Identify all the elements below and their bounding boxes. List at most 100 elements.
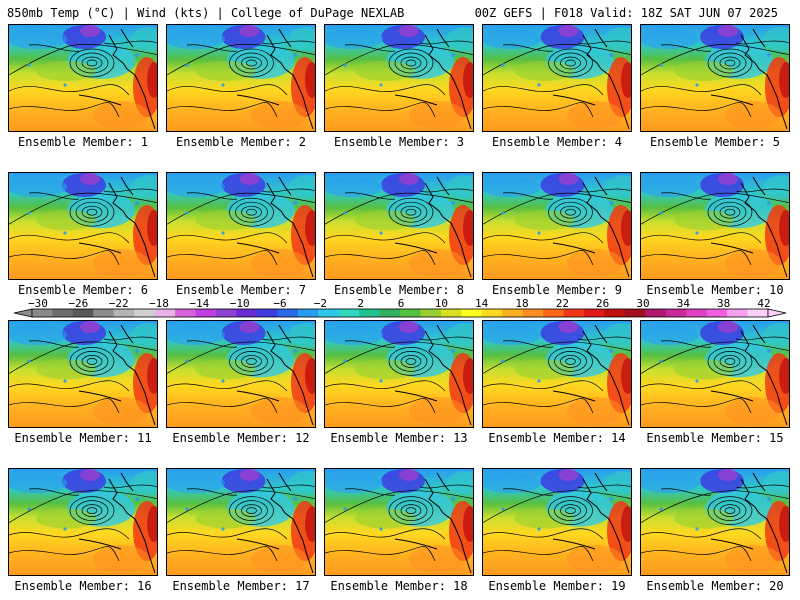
colorbar-swatch — [706, 309, 728, 317]
ensemble-member-label: Ensemble Member: 12 — [172, 431, 310, 445]
colorbar-tick-label: −30 — [28, 297, 48, 310]
colorbar-tick-label: −2 — [313, 297, 327, 310]
ensemble-member-label: Ensemble Member: 7 — [175, 283, 307, 297]
colorbar-swatch — [379, 309, 401, 317]
colorbar-tick-label: −6 — [273, 297, 287, 310]
ensemble-map-panel — [166, 24, 316, 132]
colorbar-swatch — [134, 309, 155, 317]
ensemble-member-label: Ensemble Member: 15 — [646, 431, 784, 445]
colorbar-swatch — [461, 309, 483, 317]
ensemble-map-panel — [640, 172, 790, 280]
temperature-wind-map — [325, 321, 473, 427]
colorbar-swatch — [318, 309, 339, 317]
temperature-wind-map — [9, 25, 157, 131]
colorbar-swatch — [175, 309, 196, 317]
colorbar-swatch — [256, 309, 278, 317]
ensemble-map-panel — [324, 172, 474, 280]
colorbar-tick-label: 26 — [596, 297, 610, 310]
colorbar-tick-label: 38 — [717, 297, 731, 310]
colorbar-swatch — [665, 309, 687, 317]
colorbar-swatch — [72, 309, 94, 317]
colorbar-swatch — [522, 309, 544, 317]
colorbar-tick-label: 18 — [515, 297, 529, 310]
colorbar-swatch — [604, 309, 626, 317]
colorbar-tick-label: 30 — [636, 297, 650, 310]
colorbar-tick-label: 10 — [434, 297, 448, 310]
colorbar-swatch — [543, 309, 564, 317]
colorbar-swatch — [277, 309, 299, 317]
temperature-wind-map — [9, 321, 157, 427]
ensemble-map-panel — [166, 468, 316, 576]
colorbar-tick-label: 2 — [357, 297, 364, 310]
temperature-wind-map — [167, 25, 315, 131]
temperature-wind-map — [167, 173, 315, 279]
colorbar-tick-label: −26 — [68, 297, 89, 310]
colorbar-swatch — [747, 309, 769, 317]
colorbar-swatch — [113, 309, 135, 317]
ensemble-map-panel — [8, 320, 158, 428]
ensemble-map-panel — [640, 24, 790, 132]
temperature-wind-map — [641, 173, 789, 279]
temperature-wind-map — [9, 173, 157, 279]
colorbar-swatch — [400, 309, 421, 317]
ensemble-member-label: Ensemble Member: 18 — [330, 579, 468, 593]
colorbar-low-arrow — [13, 308, 33, 318]
temperature-wind-map — [641, 469, 789, 575]
ensemble-map-panel — [482, 320, 632, 428]
ensemble-member-label: Ensemble Member: 13 — [330, 431, 468, 445]
ensemble-member-label: Ensemble Member: 10 — [646, 283, 784, 297]
colorbar-swatch — [420, 309, 442, 317]
temperature-wind-map — [167, 469, 315, 575]
colorbar-swatch — [216, 309, 237, 317]
colorbar-swatch — [154, 309, 176, 317]
colorbar-swatch — [624, 309, 646, 317]
ensemble-member-label: Ensemble Member: 11 — [14, 431, 152, 445]
temperature-wind-map — [483, 173, 631, 279]
colorbar-swatch — [236, 309, 258, 317]
temperature-wind-map — [641, 25, 789, 131]
map-title: 850mb Temp (°C) | Wind (kts) | College o… — [7, 6, 405, 20]
colorbar-swatch — [727, 309, 748, 317]
ensemble-map-panel — [324, 468, 474, 576]
ensemble-member-label: Ensemble Member: 19 — [488, 579, 626, 593]
ensemble-map-panel — [640, 468, 790, 576]
run-valid-time: 00Z GEFS | F018 Valid: 18Z SAT JUN 07 20… — [474, 6, 778, 20]
ensemble-member-label: Ensemble Member: 16 — [14, 579, 152, 593]
colorbar-tick-label: −22 — [108, 297, 129, 310]
colorbar-tick-label: 6 — [397, 297, 405, 310]
colorbar-swatch — [52, 309, 74, 317]
colorbar-swatch — [195, 309, 217, 317]
temperature-wind-map — [483, 25, 631, 131]
ensemble-map-panel — [482, 468, 632, 576]
colorbar-swatch — [297, 309, 319, 317]
ensemble-member-label: Ensemble Member: 5 — [649, 135, 781, 149]
colorbar-swatch — [481, 309, 503, 317]
temperature-wind-map — [483, 321, 631, 427]
ensemble-member-label: Ensemble Member: 9 — [491, 283, 623, 297]
colorbar-swatch — [338, 309, 360, 317]
colorbar-tick-label: 22 — [555, 297, 569, 310]
ensemble-member-label: Ensemble Member: 20 — [646, 579, 784, 593]
ensemble-member-label: Ensemble Member: 3 — [333, 135, 465, 149]
ensemble-map-panel — [324, 320, 474, 428]
colorbar-swatch — [645, 309, 667, 317]
colorbar-tick-label: 42 — [757, 297, 771, 310]
colorbar-swatch — [359, 309, 380, 317]
colorbar-swatch — [502, 309, 523, 317]
temperature-wind-map — [9, 469, 157, 575]
ensemble-member-label: Ensemble Member: 2 — [175, 135, 307, 149]
colorbar-swatch — [686, 309, 707, 317]
ensemble-member-label: Ensemble Member: 6 — [17, 283, 149, 297]
colorbar-tick-label: −14 — [189, 297, 210, 310]
temperature-wind-map — [167, 321, 315, 427]
colorbar-swatch — [93, 309, 115, 317]
ensemble-map-panel — [8, 172, 158, 280]
colorbar-tick-label: 34 — [676, 297, 690, 310]
ensemble-member-label: Ensemble Member: 4 — [491, 135, 623, 149]
temperature-wind-map — [641, 321, 789, 427]
ensemble-map-panel — [8, 468, 158, 576]
ensemble-map-panel — [166, 320, 316, 428]
ensemble-map-panel — [8, 24, 158, 132]
ensemble-map-panel — [482, 172, 632, 280]
colorbar-tick-label: 14 — [475, 297, 489, 310]
